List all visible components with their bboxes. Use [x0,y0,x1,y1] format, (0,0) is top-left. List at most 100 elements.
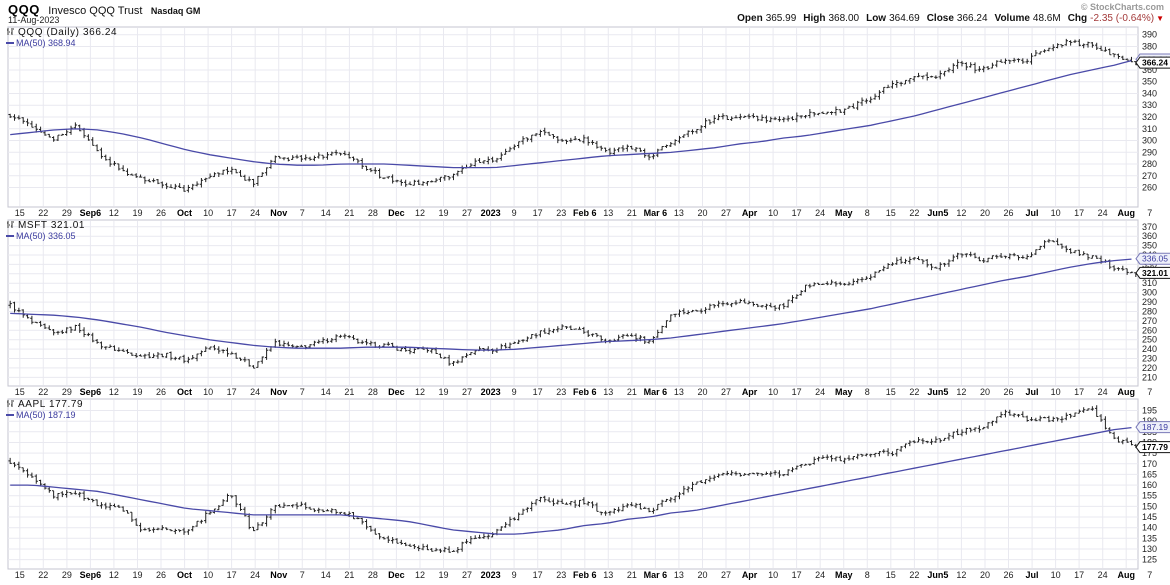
xaxis-day-label: 8 [864,208,870,218]
xaxis-day-label: 12 [108,387,119,397]
xaxis-day-label: 17 [1074,208,1085,218]
xaxis-day-label: 7 [1147,570,1153,580]
xaxis-month-label: Nov [270,208,288,218]
svg-text:310: 310 [1142,124,1157,134]
xaxis-day-label: 13 [673,570,684,580]
xaxis-month-label: Mar 6 [643,570,668,580]
chart-date: 11-Aug-2023 [8,15,60,25]
xaxis-day-label: 10 [203,208,214,218]
svg-text:155: 155 [1142,491,1157,501]
svg-text:300: 300 [1142,288,1157,298]
xaxis-day-label: 19 [132,208,143,218]
svg-text:350: 350 [1142,77,1157,87]
xaxis-day-label: 10 [203,387,214,397]
quote-value: 365.99 [765,13,797,24]
xaxis-month-label: May [834,387,853,397]
svg-text:390: 390 [1142,30,1157,40]
aapl-xaxis: 15 22 29 Sep6 12 19 26 Oct 10 17 24 Nov 7 14 21 28 Dec 12… [0,570,1170,581]
svg-text:177.79: 177.79 [1142,442,1168,452]
xaxis-day-label: 24 [1097,570,1108,580]
xaxis-day-label: 15 [885,387,896,397]
ohlc-bars [8,238,1138,369]
xaxis-day-label: 29 [61,208,72,218]
xaxis-day-label: 12 [108,208,119,218]
xaxis-day-label: 27 [721,387,732,397]
xaxis-month-label: Jun5 [927,570,949,580]
xaxis-day-label: 19 [438,387,449,397]
xaxis-month-label: Aug [1117,208,1135,218]
xaxis-day-label: 26 [156,387,167,397]
svg-text:150: 150 [1142,501,1157,511]
svg-text:350: 350 [1142,241,1157,251]
svg-text:366.24: 366.24 [1142,58,1168,68]
xaxis-month-label: Sep6 [79,570,102,580]
ohlc-bars [8,405,1138,554]
svg-text:160: 160 [1142,480,1157,490]
xaxis-day-label: 26 [1003,387,1014,397]
xaxis-month-label: Oct [177,208,193,218]
svg-text:280: 280 [1142,307,1157,317]
xaxis-day-label: 21 [626,208,637,218]
xaxis-day-label: 27 [462,570,473,580]
xaxis-month-label: Nov [270,570,288,580]
xaxis-day-label: 17 [226,208,237,218]
svg-text:300: 300 [1142,136,1157,146]
xaxis-day-label: 10 [768,208,779,218]
quote-value: 366.24 [956,13,988,24]
xaxis-day-label: 19 [132,570,143,580]
xaxis-day-label: 26 [1003,208,1014,218]
xaxis-day-label: 29 [61,570,72,580]
svg-text:270: 270 [1142,316,1157,326]
xaxis-month-label: Feb 6 [573,570,597,580]
svg-text:320: 320 [1142,112,1157,122]
xaxis-day-label: 17 [791,387,802,397]
xaxis-day-label: 29 [61,387,72,397]
xaxis-day-label: 7 [299,387,305,397]
xaxis-day-label: 17 [532,570,543,580]
svg-text:210: 210 [1142,372,1157,382]
xaxis-day-label: 21 [344,387,355,397]
xaxis-day-label: 7 [1147,208,1153,218]
xaxis-day-label: 23 [556,208,567,218]
xaxis-day-label: 10 [203,570,214,580]
quote-label: Low [866,13,887,24]
xaxis-day-label: 21 [344,570,355,580]
svg-text:290: 290 [1142,147,1157,157]
svg-text:260: 260 [1142,325,1157,335]
xaxis-day-label: 7 [1147,387,1153,397]
xaxis-day-label: 10 [1050,570,1061,580]
svg-text:220: 220 [1142,363,1157,373]
xaxis-day-label: 10 [1050,208,1061,218]
xaxis-day-label: 22 [38,387,49,397]
svg-text:370: 370 [1142,222,1157,232]
xaxis-day-label: 15 [14,208,25,218]
title-line: QQQ Invesco QQQ Trust Nasdaq GM [8,1,200,19]
xaxis-day-label: 23 [556,387,567,397]
xaxis-day-label: 22 [909,570,920,580]
xaxis-day-label: 28 [367,387,378,397]
change-down-icon: ▼ [1156,14,1164,23]
xaxis-day-label: 24 [815,387,826,397]
xaxis-day-label: 22 [909,387,920,397]
xaxis-day-label: 24 [815,570,826,580]
xaxis-day-label: 24 [250,208,261,218]
xaxis-month-label: 2023 [480,387,501,397]
xaxis-day-label: 13 [603,387,614,397]
svg-text:240: 240 [1142,344,1157,354]
xaxis-day-label: 12 [108,570,119,580]
xaxis-day-label: 9 [511,570,517,580]
xaxis-day-label: 12 [956,387,967,397]
xaxis-month-label: Sep6 [79,387,102,397]
xaxis-month-label: Jun5 [927,387,949,397]
svg-text:380: 380 [1142,42,1157,52]
svg-text:250: 250 [1142,335,1157,345]
xaxis-day-label: 27 [462,387,473,397]
xaxis-day-label: 17 [791,208,802,218]
xaxis-month-label: Nov [270,387,288,397]
panel-qqq: QQQ (Daily) 366.24 MA(50) 368.94 390 380 3… [0,26,1170,219]
quote-label: Chg [1067,13,1088,24]
xaxis-day-label: 19 [438,570,449,580]
quote-value: 368.00 [828,13,860,24]
xaxis-day-label: 8 [864,570,870,580]
xaxis-day-label: 12 [956,208,967,218]
